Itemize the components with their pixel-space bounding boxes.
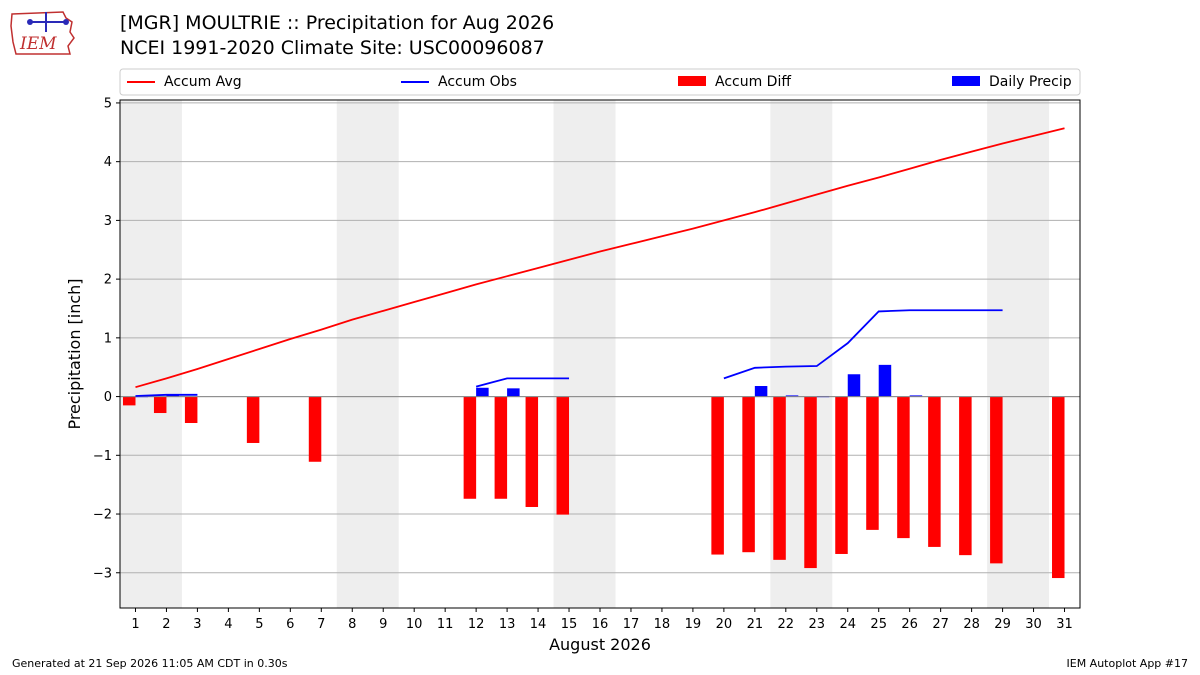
y-tick-label: 3 xyxy=(104,214,112,229)
x-axis-label: August 2026 xyxy=(549,635,651,654)
x-tick-label: 25 xyxy=(870,617,887,632)
accum-diff-bar xyxy=(866,396,879,530)
accum-obs-line xyxy=(475,377,570,388)
accum-diff-bar xyxy=(990,396,1003,564)
x-tick-label: 26 xyxy=(901,617,918,632)
x-tick-label: 17 xyxy=(623,617,640,632)
x-tick-label: 9 xyxy=(379,617,387,632)
accum-diff-bar xyxy=(463,396,477,499)
legend-label: Accum Obs xyxy=(438,74,517,90)
x-tick-label: 23 xyxy=(809,617,826,632)
accum-obs-line xyxy=(723,309,1003,380)
legend-label: Accum Avg xyxy=(164,74,242,90)
accum-diff-bar xyxy=(525,396,539,507)
x-tick-label: 18 xyxy=(654,617,671,632)
x-tick-label: 28 xyxy=(963,617,980,632)
accum-diff-bar xyxy=(246,396,260,443)
x-tick-label: 8 xyxy=(348,617,356,632)
autoplot-app-label: IEM Autoplot App #17 xyxy=(1066,657,1189,670)
accum-diff-bar xyxy=(804,396,817,569)
accum-diff-bar xyxy=(1052,396,1065,579)
anemometer-cup-icon xyxy=(63,19,69,25)
accum-diff-bar xyxy=(122,396,136,406)
x-tick-label: 1 xyxy=(131,617,139,632)
x-tick-label: 15 xyxy=(561,617,578,632)
x-tick-label: 16 xyxy=(592,617,609,632)
accum-obs-line xyxy=(135,393,198,397)
weekend-shade xyxy=(336,100,399,608)
legend-diff-swatch xyxy=(678,76,706,86)
x-tick-label: 12 xyxy=(468,617,485,632)
daily-precip-bar xyxy=(847,374,861,397)
x-tick-label: 6 xyxy=(286,617,294,632)
accum-diff-bar xyxy=(959,396,972,556)
accum-avg-line xyxy=(135,127,1065,389)
accum-diff-bar xyxy=(153,396,167,414)
accum-diff-bar xyxy=(556,396,570,515)
accum-diff-bar xyxy=(711,396,724,555)
accum-diff-bar xyxy=(494,396,508,499)
accum-diff-bar xyxy=(742,396,755,553)
x-tick-label: 20 xyxy=(716,617,733,632)
y-tick-label: −3 xyxy=(93,566,112,581)
accum-diff-bar xyxy=(928,396,941,547)
plot-frame xyxy=(119,99,1081,609)
legend-label: Accum Diff xyxy=(715,74,791,90)
daily-precip-bar xyxy=(878,364,892,397)
daily-precip-bar xyxy=(166,395,179,397)
y-tick-label: 5 xyxy=(104,96,112,111)
x-tick-label: 3 xyxy=(193,617,201,632)
daily-precip-bar xyxy=(507,388,520,397)
chart-title: [MGR] MOULTRIE :: Precipitation for Aug … xyxy=(120,12,555,34)
x-tick-label: 31 xyxy=(1056,617,1073,632)
accum-diff-bar xyxy=(308,396,322,462)
x-tick-label: 27 xyxy=(932,617,949,632)
x-tick-label: 7 xyxy=(317,617,325,632)
accum-diff-bar xyxy=(897,396,910,539)
daily-precip-bar xyxy=(754,386,768,397)
x-tick-label: 14 xyxy=(530,617,547,632)
x-tick-label: 13 xyxy=(499,617,516,632)
legend-box xyxy=(119,68,1081,96)
y-tick-label: −1 xyxy=(93,449,112,464)
x-tick-label: 19 xyxy=(685,617,702,632)
legend-daily-swatch xyxy=(952,76,980,86)
y-tick-label: 0 xyxy=(104,390,112,405)
y-tick-label: −2 xyxy=(93,508,112,523)
x-tick-label: 29 xyxy=(994,617,1011,632)
x-tick-label: 30 xyxy=(1025,617,1042,632)
y-tick-label: 2 xyxy=(104,273,112,288)
x-tick-label: 11 xyxy=(437,617,454,632)
daily-precip-bar xyxy=(909,395,923,397)
chart-subtitle: NCEI 1991-2020 Climate Site: USC00096087 xyxy=(120,37,545,59)
iem-logo: IEM xyxy=(10,11,75,55)
x-tick-label: 24 xyxy=(839,617,856,632)
anemometer-cup-icon xyxy=(27,19,33,25)
accum-diff-bar xyxy=(184,396,198,424)
logo-text: IEM xyxy=(19,34,57,54)
x-tick-label: 5 xyxy=(255,617,263,632)
daily-precip-bar xyxy=(785,395,799,397)
x-tick-label: 10 xyxy=(406,617,423,632)
x-tick-label: 22 xyxy=(778,617,795,632)
y-axis-label: Precipitation [inch] xyxy=(65,278,84,429)
generated-timestamp: Generated at 21 Sep 2026 11:05 AM CDT in… xyxy=(12,657,288,670)
legend-label: Daily Precip xyxy=(989,74,1072,90)
accum-diff-bar xyxy=(773,396,786,560)
daily-precip-bar xyxy=(476,387,489,397)
y-tick-label: 4 xyxy=(104,155,112,170)
accum-diff-bar xyxy=(835,396,848,554)
weekend-shade xyxy=(120,100,182,608)
y-tick-label: 1 xyxy=(104,331,112,346)
x-tick-label: 4 xyxy=(224,617,232,632)
x-tick-label: 2 xyxy=(162,617,170,632)
weekend-shade xyxy=(553,100,616,608)
x-tick-label: 21 xyxy=(747,617,764,632)
